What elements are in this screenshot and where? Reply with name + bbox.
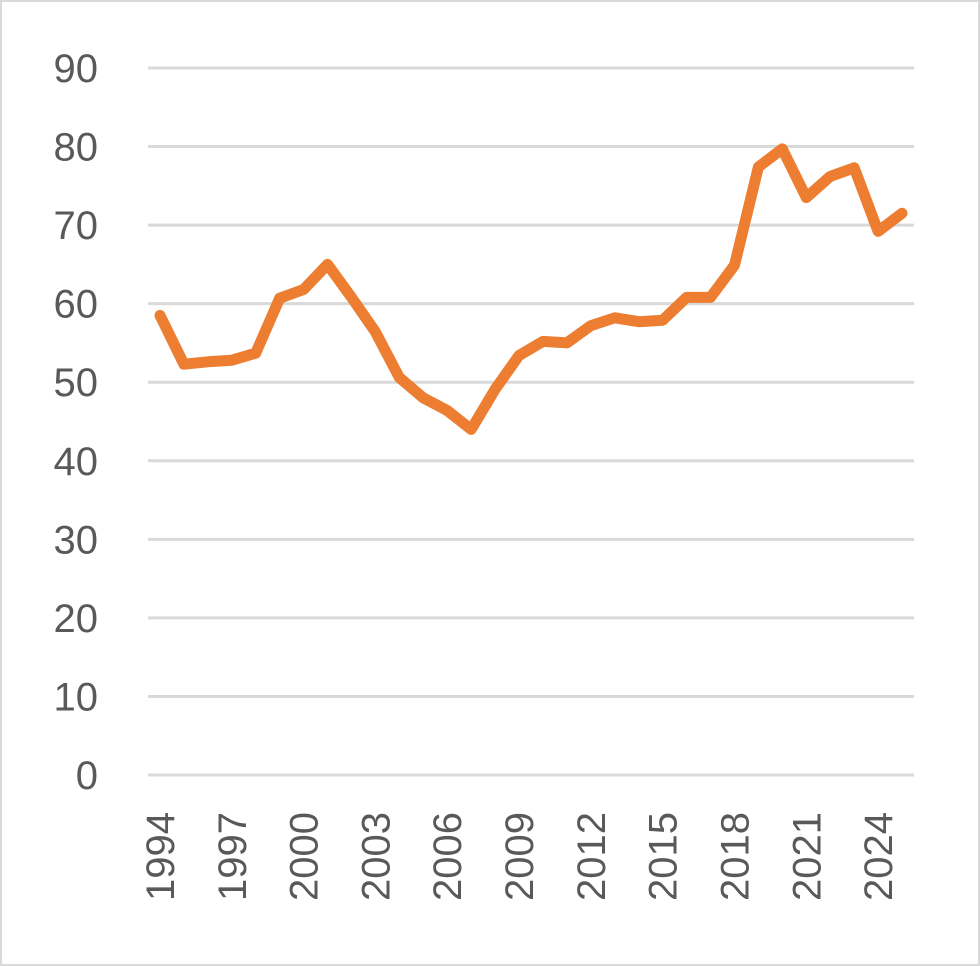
- y-tick-label: 30: [54, 518, 99, 562]
- y-tick-label: 90: [54, 47, 99, 91]
- x-tick-label: 2021: [785, 812, 829, 901]
- y-tick-label: 70: [54, 204, 99, 248]
- x-tick-label: 2003: [354, 812, 398, 901]
- x-tick-label: 2015: [642, 812, 686, 901]
- x-tick-label: 2009: [498, 812, 542, 901]
- series-line: [154, 143, 908, 435]
- y-tick-label: 0: [76, 754, 98, 798]
- y-tick-label: 50: [54, 361, 99, 405]
- y-tick-label: 20: [54, 597, 99, 641]
- gridlines: [148, 66, 914, 777]
- y-axis-ticks: 0 10 20 30 40 50 60 70 80 90: [54, 47, 99, 798]
- x-axis-ticks: 1994 1997 2000 2003 2006 2009 2012 2015 2018 2021…: [139, 812, 901, 901]
- y-tick-label: 80: [54, 126, 99, 170]
- x-tick-label: 2012: [570, 812, 614, 901]
- y-tick-label: 60: [54, 283, 99, 327]
- x-tick-label: 1994: [139, 812, 183, 901]
- x-tick-label: 2018: [713, 812, 757, 901]
- x-tick-label: 2024: [857, 812, 901, 901]
- y-tick-label: 10: [54, 675, 99, 719]
- y-tick-label: 40: [54, 440, 99, 484]
- series-group: [154, 143, 908, 435]
- x-tick-label: 1997: [211, 812, 255, 901]
- x-tick-label: 2006: [426, 812, 470, 901]
- x-tick-label: 2000: [283, 812, 327, 901]
